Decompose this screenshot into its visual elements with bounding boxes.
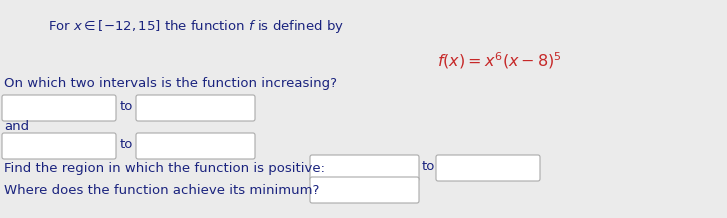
Text: and: and [4, 120, 29, 133]
FancyBboxPatch shape [436, 155, 540, 181]
Text: to: to [120, 138, 133, 152]
Text: Find the region in which the function is positive:: Find the region in which the function is… [4, 162, 325, 175]
FancyBboxPatch shape [310, 155, 419, 181]
FancyBboxPatch shape [136, 95, 255, 121]
FancyBboxPatch shape [310, 177, 419, 203]
Text: On which two intervals is the function increasing?: On which two intervals is the function i… [4, 77, 337, 90]
FancyBboxPatch shape [2, 133, 116, 159]
Text: For $x \in [-12, 15]$ the function $f$ is defined by: For $x \in [-12, 15]$ the function $f$ i… [48, 18, 344, 35]
Text: to: to [120, 100, 133, 114]
FancyBboxPatch shape [136, 133, 255, 159]
Text: Where does the function achieve its minimum?: Where does the function achieve its mini… [4, 184, 319, 197]
Text: $f(x) = x^6(x - 8)^5$: $f(x) = x^6(x - 8)^5$ [437, 50, 562, 71]
Text: to: to [422, 160, 435, 174]
FancyBboxPatch shape [2, 95, 116, 121]
